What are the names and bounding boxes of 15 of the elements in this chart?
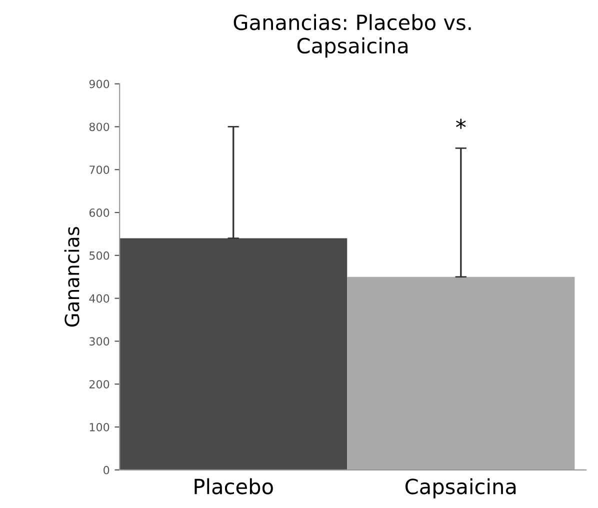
y-tick-label: 300 [90, 337, 110, 346]
y-tick-label: 700 [90, 166, 110, 174]
y-tick-label: 400 [89, 294, 110, 303]
annotation: * [456, 118, 466, 129]
y-tick-label: 800 [89, 122, 110, 132]
x-tick-label: Placebo [194, 478, 273, 494]
x-tick-label: Capsaicina [405, 478, 516, 498]
y-tick-label: 200 [89, 380, 110, 388]
y-tick-label: 0 [104, 466, 110, 474]
y-axis-title: Ganancias [64, 226, 80, 327]
chart-title: Ganancias: Placebo vs. Capsaicina [234, 14, 471, 58]
y-tick-label: 900 [89, 80, 110, 88]
y-tick-label: 100 [90, 422, 110, 432]
y-tick-label: 600 [89, 208, 110, 217]
y-tick-label: 500 [90, 251, 110, 260]
